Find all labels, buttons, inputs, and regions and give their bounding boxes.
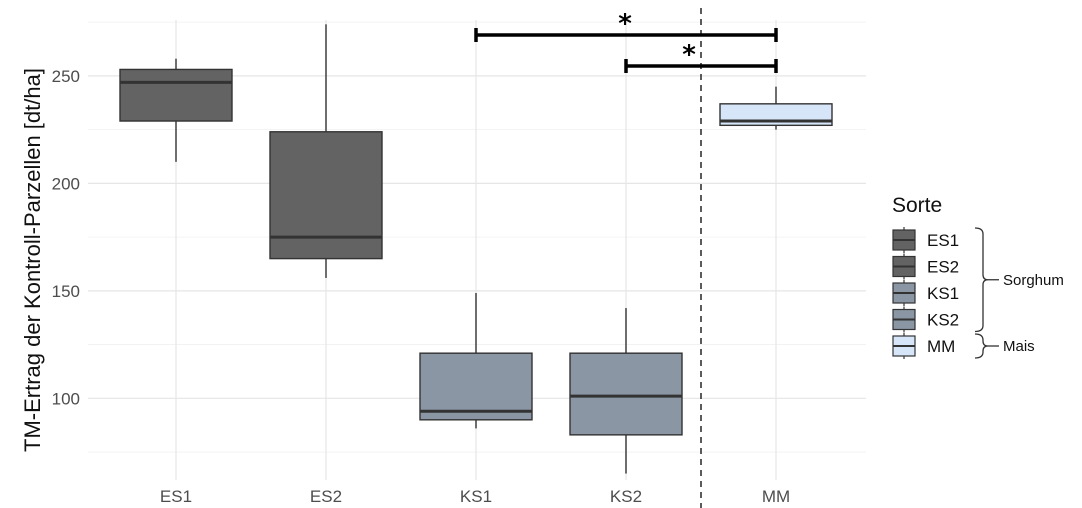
legend-brace — [974, 227, 989, 333]
box-ks2 — [569, 308, 683, 474]
legend-label: KS1 — [927, 284, 959, 303]
legend-item-es1: ES1 — [892, 227, 959, 253]
legend-item-ks2: KS2 — [892, 306, 959, 333]
box-body — [569, 352, 683, 436]
significance-star: * — [682, 40, 696, 70]
legend-item-es2: ES2 — [892, 253, 959, 280]
significance-bracket: * — [474, 9, 778, 42]
legend-group-label: Sorghum — [1003, 272, 1064, 289]
y-tick-label: 100 — [52, 389, 80, 408]
legend: Sorte ES1 ES2 KS1 KS2 MM Sorghum Mais — [892, 194, 1064, 359]
legend-item-ks1: KS1 — [892, 280, 959, 306]
box-body — [119, 68, 233, 122]
x-tick-label: ES1 — [160, 487, 192, 506]
box-es1 — [119, 58, 233, 162]
x-axis-ticks: ES1 ES2 KS1 KS2 MM — [160, 487, 790, 506]
y-tick-label: 200 — [52, 174, 80, 193]
box-body — [269, 131, 383, 260]
y-tick-label: 250 — [52, 67, 80, 86]
significance-star: * — [618, 9, 632, 39]
legend-label: ES1 — [927, 231, 959, 250]
x-tick-label: KS1 — [460, 487, 492, 506]
legend-label: ES2 — [927, 258, 959, 277]
y-axis-label: TM-Ertrag der Kontroll-Parzellen [dt/ha] — [20, 68, 45, 452]
legend-group-sorghum: Sorghum — [974, 227, 1064, 333]
x-tick-label: KS2 — [610, 487, 642, 506]
box-ks1 — [419, 292, 533, 429]
significance-brackets: ** — [474, 9, 778, 73]
significance-bracket: * — [624, 40, 778, 73]
legend-items: ES1 ES2 KS1 KS2 MM Sorghum Mais — [892, 227, 1064, 359]
boxes — [119, 24, 833, 474]
legend-title: Sorte — [892, 194, 942, 217]
x-tick-label: ES2 — [310, 487, 342, 506]
box-es2 — [269, 24, 383, 278]
y-axis-ticks: 100 150 200 250 — [52, 67, 80, 408]
legend-item-mm: MM — [892, 333, 955, 359]
y-tick-label: 150 — [52, 282, 80, 301]
legend-brace — [974, 333, 989, 359]
x-tick-label: MM — [762, 487, 790, 506]
legend-group-label: Mais — [1003, 338, 1035, 355]
legend-group-mais: Mais — [974, 333, 1035, 359]
legend-label: MM — [927, 337, 955, 356]
box-body — [419, 352, 533, 421]
legend-label: KS2 — [927, 311, 959, 330]
box-mm — [719, 86, 833, 130]
